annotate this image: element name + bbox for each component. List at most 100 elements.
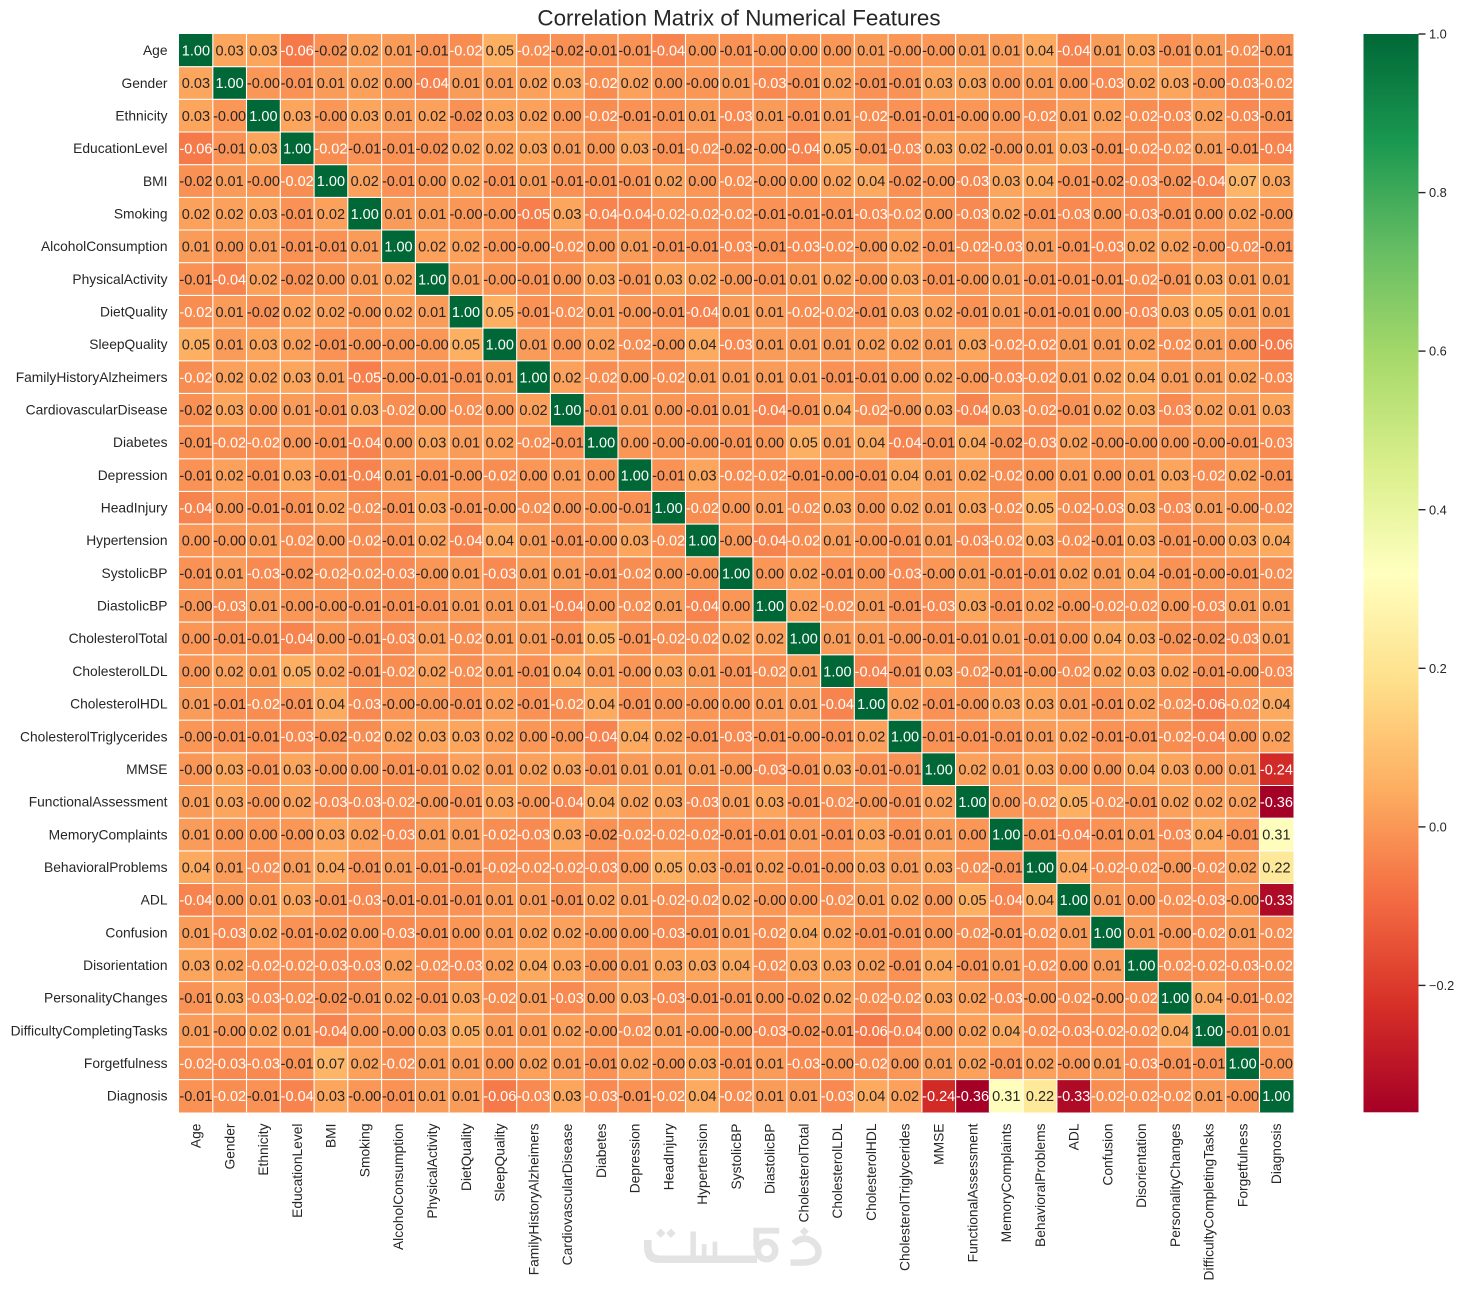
- svg-text:-0.01: -0.01: [686, 991, 719, 1007]
- svg-text:0.03: 0.03: [182, 76, 210, 92]
- svg-text:-0.01: -0.01: [888, 828, 921, 844]
- svg-text:-0.02: -0.02: [1159, 730, 1192, 746]
- svg-text:-0.01: -0.01: [517, 664, 550, 680]
- svg-text:0.02: 0.02: [553, 1024, 581, 1040]
- svg-text:-0.01: -0.01: [618, 1089, 651, 1105]
- svg-text:-0.00: -0.00: [281, 828, 314, 844]
- svg-text:-0.02: -0.02: [720, 142, 753, 158]
- svg-text:-0.02: -0.02: [1023, 1024, 1056, 1040]
- svg-text:0.02: 0.02: [1093, 370, 1121, 386]
- svg-text:-0.02: -0.02: [753, 926, 786, 942]
- svg-text:0.03: 0.03: [283, 468, 311, 484]
- svg-text:0.01: 0.01: [891, 860, 919, 876]
- svg-text:0.02: 0.02: [958, 762, 986, 778]
- svg-text:-0.01: -0.01: [179, 468, 212, 484]
- svg-text:0.01: 0.01: [688, 109, 716, 125]
- svg-text:0.00: 0.00: [182, 534, 210, 550]
- svg-text:0.04: 0.04: [722, 958, 750, 974]
- svg-text:1.00: 1.00: [1060, 893, 1088, 909]
- svg-text:-0.04: -0.04: [281, 1089, 314, 1105]
- svg-text:-0.06: -0.06: [483, 1089, 516, 1105]
- svg-text:0.03: 0.03: [925, 142, 953, 158]
- svg-text:-0.02: -0.02: [1023, 958, 1056, 974]
- svg-text:0.03: 0.03: [486, 109, 514, 125]
- svg-text:0.01: 0.01: [722, 926, 750, 942]
- svg-text:0.03: 0.03: [654, 958, 682, 974]
- svg-text:-0.00: -0.00: [179, 762, 212, 778]
- svg-text:-0.00: -0.00: [618, 305, 651, 321]
- svg-text:-0.00: -0.00: [1226, 1089, 1259, 1105]
- svg-text:-0.01: -0.01: [652, 109, 685, 125]
- svg-text:0.01: 0.01: [1026, 730, 1054, 746]
- svg-text:-0.01: -0.01: [247, 762, 280, 778]
- svg-text:-0.02: -0.02: [1125, 1089, 1158, 1105]
- svg-text:-0.02: -0.02: [1091, 174, 1124, 190]
- svg-text:-0.01: -0.01: [787, 762, 820, 778]
- svg-text:0.00: 0.00: [1060, 958, 1088, 974]
- svg-text:-0.01: -0.01: [247, 632, 280, 648]
- svg-text:0.01: 0.01: [418, 207, 446, 223]
- svg-text:0.02: 0.02: [249, 926, 277, 942]
- svg-text:0.01: 0.01: [1228, 762, 1256, 778]
- svg-text:0.01: 0.01: [215, 174, 243, 190]
- svg-text:0.01: 0.01: [283, 403, 311, 419]
- svg-text:-0.01: -0.01: [956, 730, 989, 746]
- svg-text:-0.01: -0.01: [1091, 697, 1124, 713]
- svg-text:-0.00: -0.00: [1260, 207, 1293, 223]
- svg-text:0.03: 0.03: [891, 272, 919, 288]
- svg-text:-0.02: -0.02: [281, 534, 314, 550]
- svg-text:0.02: 0.02: [1093, 109, 1121, 125]
- svg-text:0.01: 0.01: [857, 893, 885, 909]
- svg-text:0.03: 0.03: [1127, 44, 1155, 60]
- svg-text:0.03: 0.03: [958, 501, 986, 517]
- svg-text:0.02: 0.02: [486, 730, 514, 746]
- svg-text:0.01: 0.01: [486, 1024, 514, 1040]
- svg-text:-0.00: -0.00: [855, 534, 888, 550]
- svg-text:-0.01: -0.01: [1023, 566, 1056, 582]
- svg-text:-0.03: -0.03: [720, 240, 753, 256]
- svg-text:-0.00: -0.00: [1226, 501, 1259, 517]
- svg-text:0.02: 0.02: [1161, 664, 1189, 680]
- svg-text:-0.01: -0.01: [956, 958, 989, 974]
- svg-text:0.31: 0.31: [992, 1089, 1020, 1105]
- svg-text:0.00: 0.00: [857, 501, 885, 517]
- svg-text:0.01: 0.01: [621, 893, 649, 909]
- svg-text:-0.00: -0.00: [753, 174, 786, 190]
- svg-text:-0.04: -0.04: [686, 599, 719, 615]
- svg-text:-0.04: -0.04: [990, 893, 1023, 909]
- svg-text:0.01: 0.01: [486, 664, 514, 680]
- svg-text:0.00: 0.00: [1228, 730, 1256, 746]
- svg-text:-0.33: -0.33: [1057, 1089, 1090, 1105]
- svg-text:0.01: 0.01: [384, 860, 412, 876]
- svg-text:0.01: 0.01: [519, 534, 547, 550]
- svg-text:-0.04: -0.04: [618, 207, 651, 223]
- svg-text:0.0: 0.0: [1429, 820, 1447, 835]
- svg-text:0.03: 0.03: [351, 109, 379, 125]
- svg-text:0.00: 0.00: [1093, 762, 1121, 778]
- svg-text:0.01: 0.01: [1093, 338, 1121, 354]
- svg-text:-0.00: -0.00: [652, 436, 685, 452]
- svg-text:-0.24: -0.24: [922, 1089, 955, 1105]
- svg-text:0.02: 0.02: [317, 501, 345, 517]
- svg-text:-0.02: -0.02: [416, 142, 449, 158]
- svg-text:0.05: 0.05: [486, 305, 514, 321]
- svg-text:-0.01: -0.01: [1091, 730, 1124, 746]
- svg-text:-0.02: -0.02: [179, 403, 212, 419]
- svg-text:0.04: 0.04: [1026, 893, 1054, 909]
- svg-text:-0.01: -0.01: [348, 664, 381, 680]
- svg-text:0.03: 0.03: [1127, 664, 1155, 680]
- svg-text:0.01: 0.01: [1060, 926, 1088, 942]
- svg-text:-0.00: -0.00: [179, 599, 212, 615]
- svg-text:-0.02: -0.02: [551, 44, 584, 60]
- svg-text:0.01: 0.01: [722, 305, 750, 321]
- svg-text:0.00: 0.00: [182, 664, 210, 680]
- svg-text:0.04: 0.04: [688, 338, 716, 354]
- svg-text:-0.03: -0.03: [213, 1057, 246, 1073]
- svg-text:0.01: 0.01: [992, 305, 1020, 321]
- svg-text:-0.01: -0.01: [382, 142, 415, 158]
- svg-text:-0.00: -0.00: [449, 468, 482, 484]
- svg-text:-0.01: -0.01: [652, 468, 685, 484]
- svg-text:0.02: 0.02: [249, 272, 277, 288]
- svg-text:1.00: 1.00: [587, 436, 615, 452]
- svg-text:0.02: 0.02: [418, 109, 446, 125]
